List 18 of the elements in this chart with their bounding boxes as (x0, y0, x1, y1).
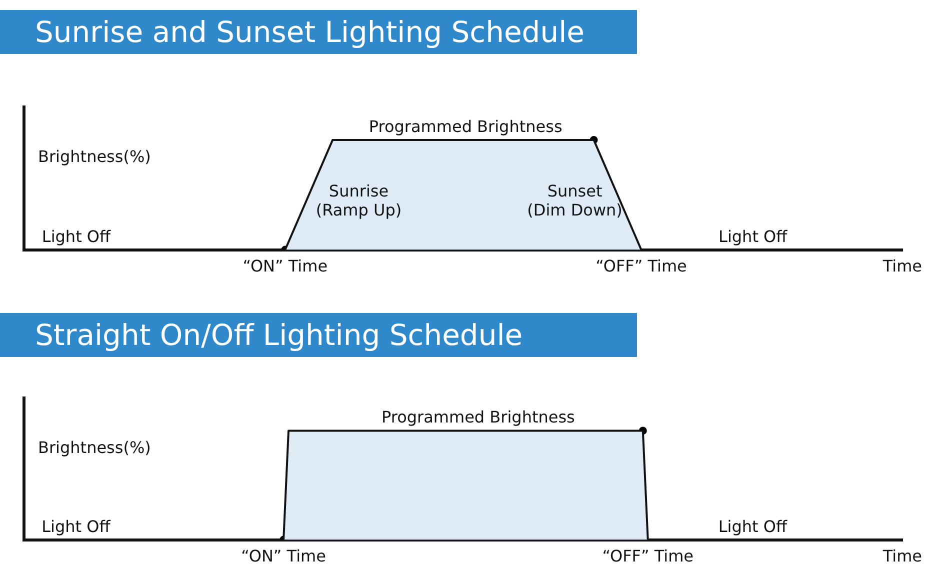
annotation: Light Off (42, 226, 112, 246)
chart-title: Sunrise and Sunset Lighting Schedule (0, 10, 637, 54)
x-tick-label: “OFF” Time (602, 546, 694, 566)
y-axis-title: Brightness(%) (38, 438, 151, 457)
annotation: Light Off (718, 516, 788, 536)
annotation: Light Off (42, 516, 112, 536)
x-tick-label: “ON” Time (241, 546, 326, 566)
y-axis-title: Brightness(%) (38, 147, 151, 166)
x-tick-label: “OFF” Time (596, 256, 687, 276)
annotation: Light Off (718, 226, 788, 246)
chart-title: Straight On/Off Lighting Schedule (0, 313, 637, 357)
text: Programmed Brightness (368, 116, 562, 136)
x-tick-label: Time (882, 256, 922, 276)
annotation: Sunrise (Ramp Up) (316, 181, 402, 220)
x-tick-label: Time (882, 546, 922, 566)
annotation: Sunset (Dim Down) (527, 181, 622, 220)
text: Programmed Brightness (381, 408, 575, 427)
x-tick-label: “ON” Time (242, 256, 328, 276)
